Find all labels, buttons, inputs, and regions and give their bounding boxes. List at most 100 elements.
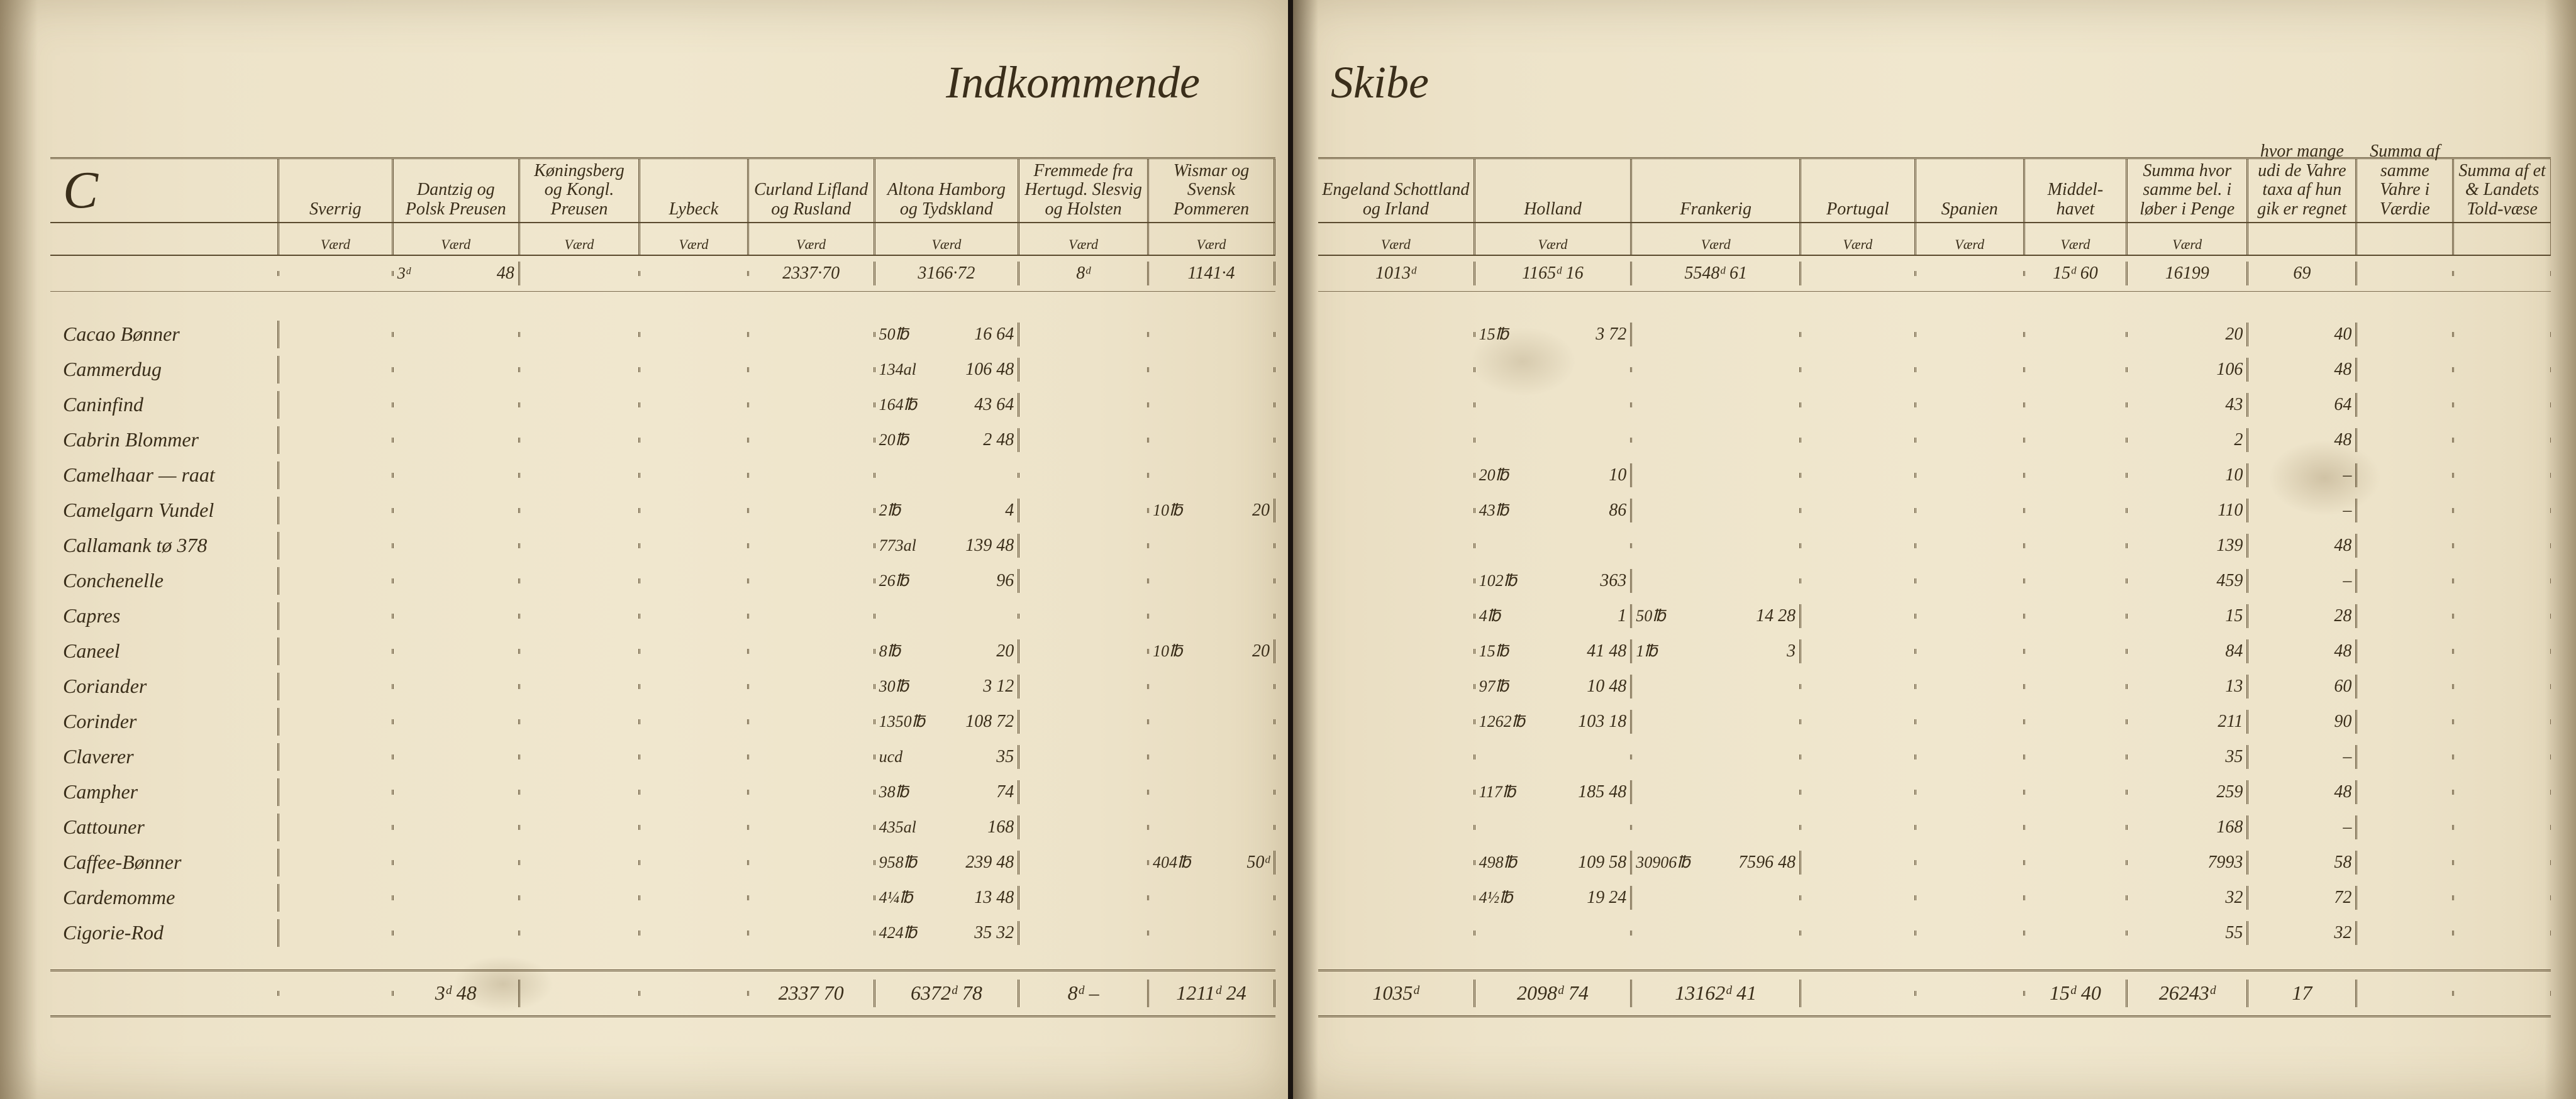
cell-fh [1019,790,1149,795]
col-spanien: Spanien [1916,159,2025,222]
page-right: Skibe Engeland Schottland og Irland Holl… [1293,0,2576,1099]
cell-sp [1916,684,2025,689]
cell-kp [520,931,640,936]
cell-wp: 404℔50ᵈ [1149,851,1275,875]
cell-ex1: 48 [2248,639,2357,664]
col-extra3: Summa af et & Landets Told-væse [2454,159,2551,222]
cell-sum: 55 [2128,921,2248,946]
sum-wp: 1141·4 [1188,264,1235,284]
cell-ho: 15℔41 48 [1475,639,1633,664]
cell-ly [640,825,748,830]
ledger-table-left: C Sverrig Dantzig og Polsk Preusen Kønin… [50,157,1275,1017]
cell-sv [279,332,394,337]
cell-sv [279,508,394,513]
cell-fr [1632,790,1801,795]
cell-cr [749,719,875,724]
cell-cr [749,473,875,478]
table-row: 498℔109 5830906℔7596 48799358 [1318,845,2551,880]
cell-ex1: – [2248,499,2357,523]
cell-ei [1318,825,1475,830]
cell-fr [1632,332,1801,337]
cell-fh [1019,684,1149,689]
cell-ex3 [2454,543,2551,548]
cell-po [1801,825,1916,830]
cell-ex1: 28 [2248,604,2357,629]
cell-dp [394,508,520,513]
ledger-table-right: Engeland Schottland og Irland Holland Fr… [1318,157,2551,1017]
cell-ah: 50℔16 64 [875,323,1020,347]
cell-ho: 4½℔19 24 [1475,886,1633,910]
cell-dp [394,719,520,724]
cell-ex3 [2454,367,2551,372]
cell-mh [2025,508,2128,513]
cell-ex3 [2454,790,2551,795]
cell-ex2 [2357,931,2454,936]
cell-mh [2025,790,2128,795]
col-middelhavet: Middel-havet [2025,159,2128,222]
col-altona-hamborg: Altona Hamborg og Tydskland [875,159,1020,222]
cell-sp [1916,931,2025,936]
cell-sv [279,438,394,443]
cell-ly [640,367,748,372]
cell-mh [2025,367,2128,372]
page-left: Indkommende C Sverrig Dantzig og Polsk P… [0,0,1293,1099]
table-row: Campher38℔74 [50,775,1275,810]
cell-fh [1019,473,1149,478]
table-row: 15℔3 722040 [1318,317,2551,352]
cell-ex2 [2357,402,2454,407]
cell-wp [1149,367,1275,372]
data-rows-left: Cacao Bønner50℔16 64Cammerdug134al106 48… [50,317,1275,951]
cell-ly [640,543,748,548]
cell-ex1: 64 [2248,393,2357,417]
row-label: Camelhaar — raat [50,461,279,489]
table-row: 168– [1318,810,2551,845]
cell-ex2 [2357,473,2454,478]
cell-po [1801,754,1916,759]
cell-ei [1318,543,1475,548]
col-wismar-pommeren: Wismar og Svensk Pommeren [1149,159,1275,222]
row-label: Caninfind [50,391,279,418]
cell-ho [1475,543,1633,548]
table-row: Conchenelle26℔96 [50,563,1275,599]
cell-ei [1318,754,1475,759]
cell-fh [1019,332,1149,337]
cell-ei [1318,508,1475,513]
cell-sum: 110 [2128,499,2248,523]
cell-mh [2025,438,2128,443]
cell-fr [1632,684,1801,689]
cell-kp [520,578,640,583]
table-row: Camelhaar — raat [50,458,1275,493]
tot-wp: 1211ᵈ 24 [1176,982,1246,1004]
cell-sum: 32 [2128,886,2248,910]
cell-sp [1916,578,2025,583]
cell-po [1801,438,1916,443]
table-row: 1262℔103 1821190 [1318,704,2551,739]
cell-ho: 97℔10 48 [1475,675,1633,699]
cell-wp [1149,754,1275,759]
cell-fh [1019,367,1149,372]
cell-kp [520,402,640,407]
cell-ex3 [2454,719,2551,724]
table-row: Capres [50,599,1275,634]
cell-ly [640,895,748,900]
cell-ex3 [2454,895,2551,900]
cell-fr: 50℔14 28 [1632,604,1801,629]
cell-fh [1019,402,1149,407]
cell-ex2 [2357,332,2454,337]
table-row: 5532 [1318,915,2551,951]
cell-dp [394,860,520,865]
cell-fr [1632,578,1801,583]
cell-po [1801,684,1916,689]
cell-ei [1318,367,1475,372]
cell-fr [1632,931,1801,936]
cell-fh [1019,649,1149,654]
cell-sv [279,684,394,689]
cell-ah: 4¼℔13 48 [875,886,1020,910]
cell-wp [1149,614,1275,619]
cell-fh [1019,543,1149,548]
cell-kp [520,825,640,830]
cell-ei [1318,684,1475,689]
sum-cr: 2337·70 [782,264,840,284]
table-row: 20℔1010– [1318,458,2551,493]
cell-sv [279,825,394,830]
